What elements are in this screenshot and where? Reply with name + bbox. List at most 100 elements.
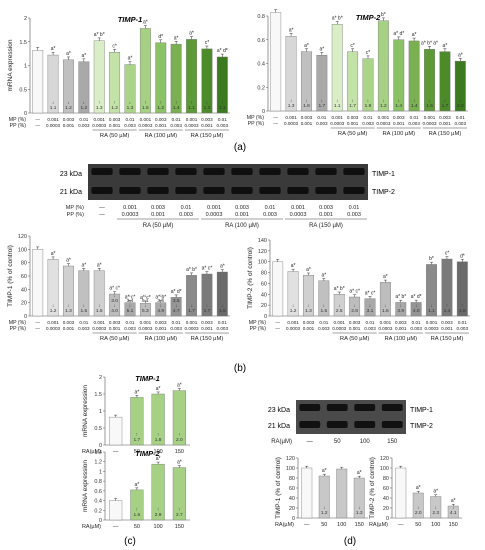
pp-row-label: PP (%)	[250, 326, 267, 332]
pp-value: 0.003	[364, 326, 376, 331]
mp-value: 0.001	[380, 320, 392, 325]
fold-label: 1.4	[411, 103, 418, 109]
mp-value: 0.01	[79, 117, 88, 122]
fold-label: 1.5	[142, 105, 149, 111]
pp-value: 0.003	[124, 326, 136, 331]
fold-label: 2.7	[176, 512, 183, 518]
mp-value: 0.001	[186, 320, 198, 325]
fold-arrow: ↓	[175, 304, 177, 309]
fold-label: 1.5	[219, 308, 226, 314]
pp-value: 0.003	[318, 326, 330, 331]
significance-label: c*	[205, 40, 210, 46]
fold-label: 2.3	[432, 510, 439, 516]
mp-value: —	[273, 115, 278, 120]
pp-value: 0.001	[63, 123, 75, 128]
fold-arrow: ↓	[353, 304, 355, 309]
group-label: RA (100 µM)	[384, 336, 417, 342]
y-tick-label: 0.5	[19, 87, 27, 93]
x-axis-label: RA(µM)	[369, 522, 388, 528]
pp-value: 0.0003	[92, 123, 106, 128]
mp-value: 0.01	[218, 117, 227, 122]
mp-value: 0.001	[378, 115, 390, 120]
group-label: RA (150 µM)	[431, 336, 464, 342]
x-tick-label: 150	[175, 449, 184, 455]
significance-label: a*	[458, 52, 463, 58]
fold-label: 3.5	[173, 298, 180, 304]
blot-band-timp2	[343, 187, 365, 194]
y-tick-label: 0.4	[94, 499, 102, 505]
blot-band-timp2	[315, 187, 337, 194]
y-tick-label: 40	[261, 292, 267, 298]
blot-pp-value: 0.0003	[122, 212, 139, 218]
fold-label: 2.8	[351, 308, 358, 314]
significance-label: b*	[381, 12, 386, 18]
significance-label: d*	[158, 34, 163, 40]
pp-value: —	[275, 326, 280, 331]
blot-group-label: RA (50 µM)	[143, 223, 173, 229]
blot-d-band-label-timp2: TIMP-2	[410, 423, 433, 430]
blot-band-timp2	[203, 187, 225, 194]
blot-a-marker-21: 21 kDa	[60, 189, 82, 196]
mp-value: —	[275, 320, 280, 325]
y-tick-label: 0.6	[257, 38, 265, 44]
fold-label: 1.4	[395, 103, 402, 109]
y-tick-label: 0	[386, 516, 389, 522]
y-tick-label: 40	[383, 496, 389, 502]
blot-pp-value: 0.0003	[206, 212, 223, 218]
blot-pp-value: 0.001	[151, 212, 165, 218]
fold-arrow: ↑	[157, 433, 159, 438]
group-label: RA (150 µM)	[191, 336, 224, 342]
pp-value: 0.0003	[425, 326, 439, 331]
mp-value: 0.001	[93, 117, 105, 122]
significance-label: c*	[366, 50, 371, 56]
y-axis-label: mRNA expression	[7, 39, 14, 91]
fold-label: 1.2	[65, 105, 72, 111]
y-tick-label: 100	[18, 247, 27, 253]
fold-arrow: ↓	[52, 101, 54, 106]
blot-d-band-timp1	[299, 404, 321, 411]
pp-value: 0.0003	[138, 326, 152, 331]
y-axis-label: TIMP-1 (% of control)	[275, 457, 282, 519]
fold-arrow: ↓	[206, 304, 208, 309]
fold-label: 1.1	[428, 308, 435, 314]
fold-arrow: ↓	[367, 99, 369, 104]
blot-d-lane-label: 150	[387, 439, 398, 445]
x-tick-label: —	[113, 449, 119, 455]
blot-pp-value: 0.0003	[290, 212, 307, 218]
fold-arrow: ↓	[113, 304, 115, 309]
blot-band-timp1	[91, 168, 113, 175]
pp-value: 0.0003	[46, 326, 60, 331]
pp-row-label: PP (%)	[248, 121, 265, 127]
x-tick-label: 50	[415, 522, 421, 528]
y-tick-label: 2	[99, 375, 102, 381]
pp-value: 0.001	[303, 326, 315, 331]
blot-d-band-timp1	[381, 404, 403, 411]
fold-arrow: ↓	[190, 304, 192, 309]
blot-a-marker-23: 23 kDa	[60, 171, 82, 178]
fold-arrow: ↓	[323, 506, 325, 511]
mp-value: 0.001	[47, 117, 59, 122]
chart-title: TIMP-2	[135, 449, 160, 458]
significance-label: a*	[189, 31, 194, 37]
fold-label: 1.5	[96, 308, 103, 314]
fold-label: 1.4	[444, 308, 451, 314]
pp-value: 0.003	[124, 123, 136, 128]
significance-label: a* c*	[125, 294, 136, 300]
y-tick-label: 80	[383, 476, 389, 482]
blot-pp-value: 0.003	[347, 212, 361, 218]
fold-arrow: ↓	[160, 294, 162, 299]
y-tick-label: 120	[258, 249, 267, 255]
pp-value: 0.003	[455, 121, 467, 126]
fold-arrow: ↓	[292, 304, 294, 309]
group-label: RA (50 µM)	[100, 133, 130, 139]
mp-value: 0.01	[456, 115, 465, 120]
fold-arrow: ↓	[338, 304, 340, 309]
group-label: RA (150 µM)	[429, 131, 462, 137]
significance-label: a*	[128, 56, 133, 62]
pp-value: 0.003	[362, 121, 374, 126]
mp-value: 0.003	[63, 117, 75, 122]
bar	[395, 467, 407, 519]
blot-d-band-timp2	[299, 421, 321, 428]
fold-label: 1.6	[303, 103, 310, 109]
